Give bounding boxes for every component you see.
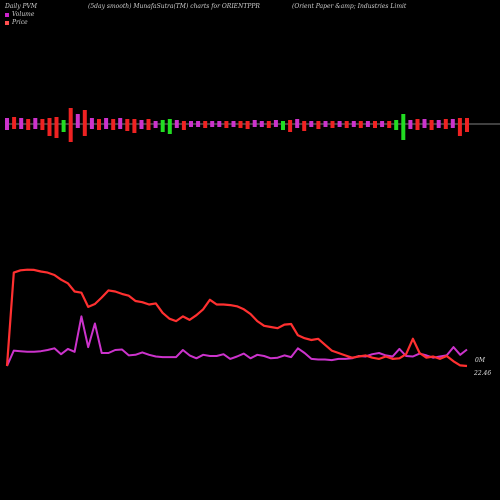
- pvm-bar: [139, 120, 144, 129]
- pvm-bar: [373, 121, 377, 128]
- pvm-bar: [415, 119, 420, 130]
- pvm-bar: [125, 119, 130, 131]
- legend-volume-swatch: [5, 12, 9, 17]
- pvm-bar: [394, 120, 399, 130]
- pvm-bar: [443, 119, 448, 129]
- pvm-bar: [210, 121, 215, 127]
- pvm-bar: [160, 120, 165, 132]
- pvm-bar: [217, 121, 222, 127]
- pvm-bar: [118, 118, 123, 129]
- pvm-bar: [252, 120, 257, 127]
- legend-volume-label: Volume: [12, 11, 35, 18]
- pvm-bar: [19, 118, 24, 129]
- pvm-bar: [33, 118, 38, 129]
- pvm-bar: [181, 121, 186, 130]
- pvm-bar: [167, 119, 172, 134]
- pvm-bar: [146, 119, 151, 130]
- pvm-bar: [82, 110, 87, 136]
- volume-line: [6, 315, 468, 367]
- price-line: [5, 268, 468, 368]
- pvm-bar: [224, 121, 229, 128]
- pvm-bar: [316, 121, 321, 129]
- pvm-bar: [422, 119, 427, 128]
- pvm-bar: [245, 121, 250, 129]
- pvm-bar: [189, 121, 193, 127]
- pvm-bar: [401, 114, 406, 140]
- pvm-bar: [231, 121, 236, 127]
- pvm-bar: [465, 118, 469, 132]
- pvm-bar: [295, 119, 300, 128]
- pvm-bar: [97, 119, 101, 130]
- pvm-bar: [153, 121, 158, 128]
- pvm-bar: [174, 120, 179, 128]
- pvm-bar: [323, 121, 328, 127]
- pvm-bar: [104, 118, 109, 129]
- pvm-bar: [358, 121, 363, 128]
- pvm-bar: [288, 120, 293, 132]
- pvm-bar: [196, 121, 201, 127]
- pvm-bar: [429, 120, 434, 130]
- pvm-bar: [344, 121, 349, 128]
- pvm-bar: [302, 121, 307, 131]
- pvm-bar: [281, 121, 285, 130]
- pvm-bar: [54, 117, 59, 138]
- pvm-bar: [68, 108, 73, 142]
- pvm-bar: [380, 121, 385, 127]
- pvm-bar: [457, 118, 462, 136]
- pvm-bar: [5, 118, 9, 130]
- pvm-bar: [12, 117, 17, 129]
- pvm-bar: [387, 121, 392, 128]
- pvm-bar: [132, 119, 137, 133]
- pvm-bar: [351, 121, 356, 127]
- chart-header-right: (Orient Paper &amp; Industries Limit: [292, 3, 407, 10]
- pvm-bar: [309, 121, 314, 127]
- pvm-bar: [365, 121, 370, 127]
- pvm-bar: [61, 120, 66, 132]
- price-axis-label: 22.46: [474, 370, 492, 377]
- legend-price: Price: [5, 19, 28, 26]
- pvm-bar: [259, 121, 264, 127]
- legend-price-swatch: [5, 20, 9, 25]
- pvm-bar: [330, 121, 335, 128]
- pvm-bar: [436, 120, 441, 128]
- chart-title: (5day smooth) MunafaSutra(TM) charts for…: [88, 3, 260, 10]
- pvm-bar: [26, 119, 31, 130]
- pvm-bar: [47, 118, 52, 136]
- pvm-bar: [89, 118, 94, 129]
- chart-header-left: Daily PVM: [5, 3, 38, 10]
- volume-axis-label: 0M: [475, 357, 485, 364]
- pvm-bar: [337, 121, 342, 127]
- pvm-bar: [111, 119, 116, 130]
- pvm-bar: [273, 120, 278, 127]
- pvm-bar: [75, 114, 80, 128]
- pvm-bar: [203, 121, 208, 128]
- legend-price-label: Price: [12, 19, 28, 26]
- pvm-bar: [450, 119, 455, 128]
- pvm-bar: [40, 119, 45, 130]
- pvm-bar: [266, 121, 271, 128]
- pvm-bar: [408, 120, 413, 129]
- pvm-bar: [238, 121, 243, 128]
- legend-volume: Volume: [5, 11, 34, 18]
